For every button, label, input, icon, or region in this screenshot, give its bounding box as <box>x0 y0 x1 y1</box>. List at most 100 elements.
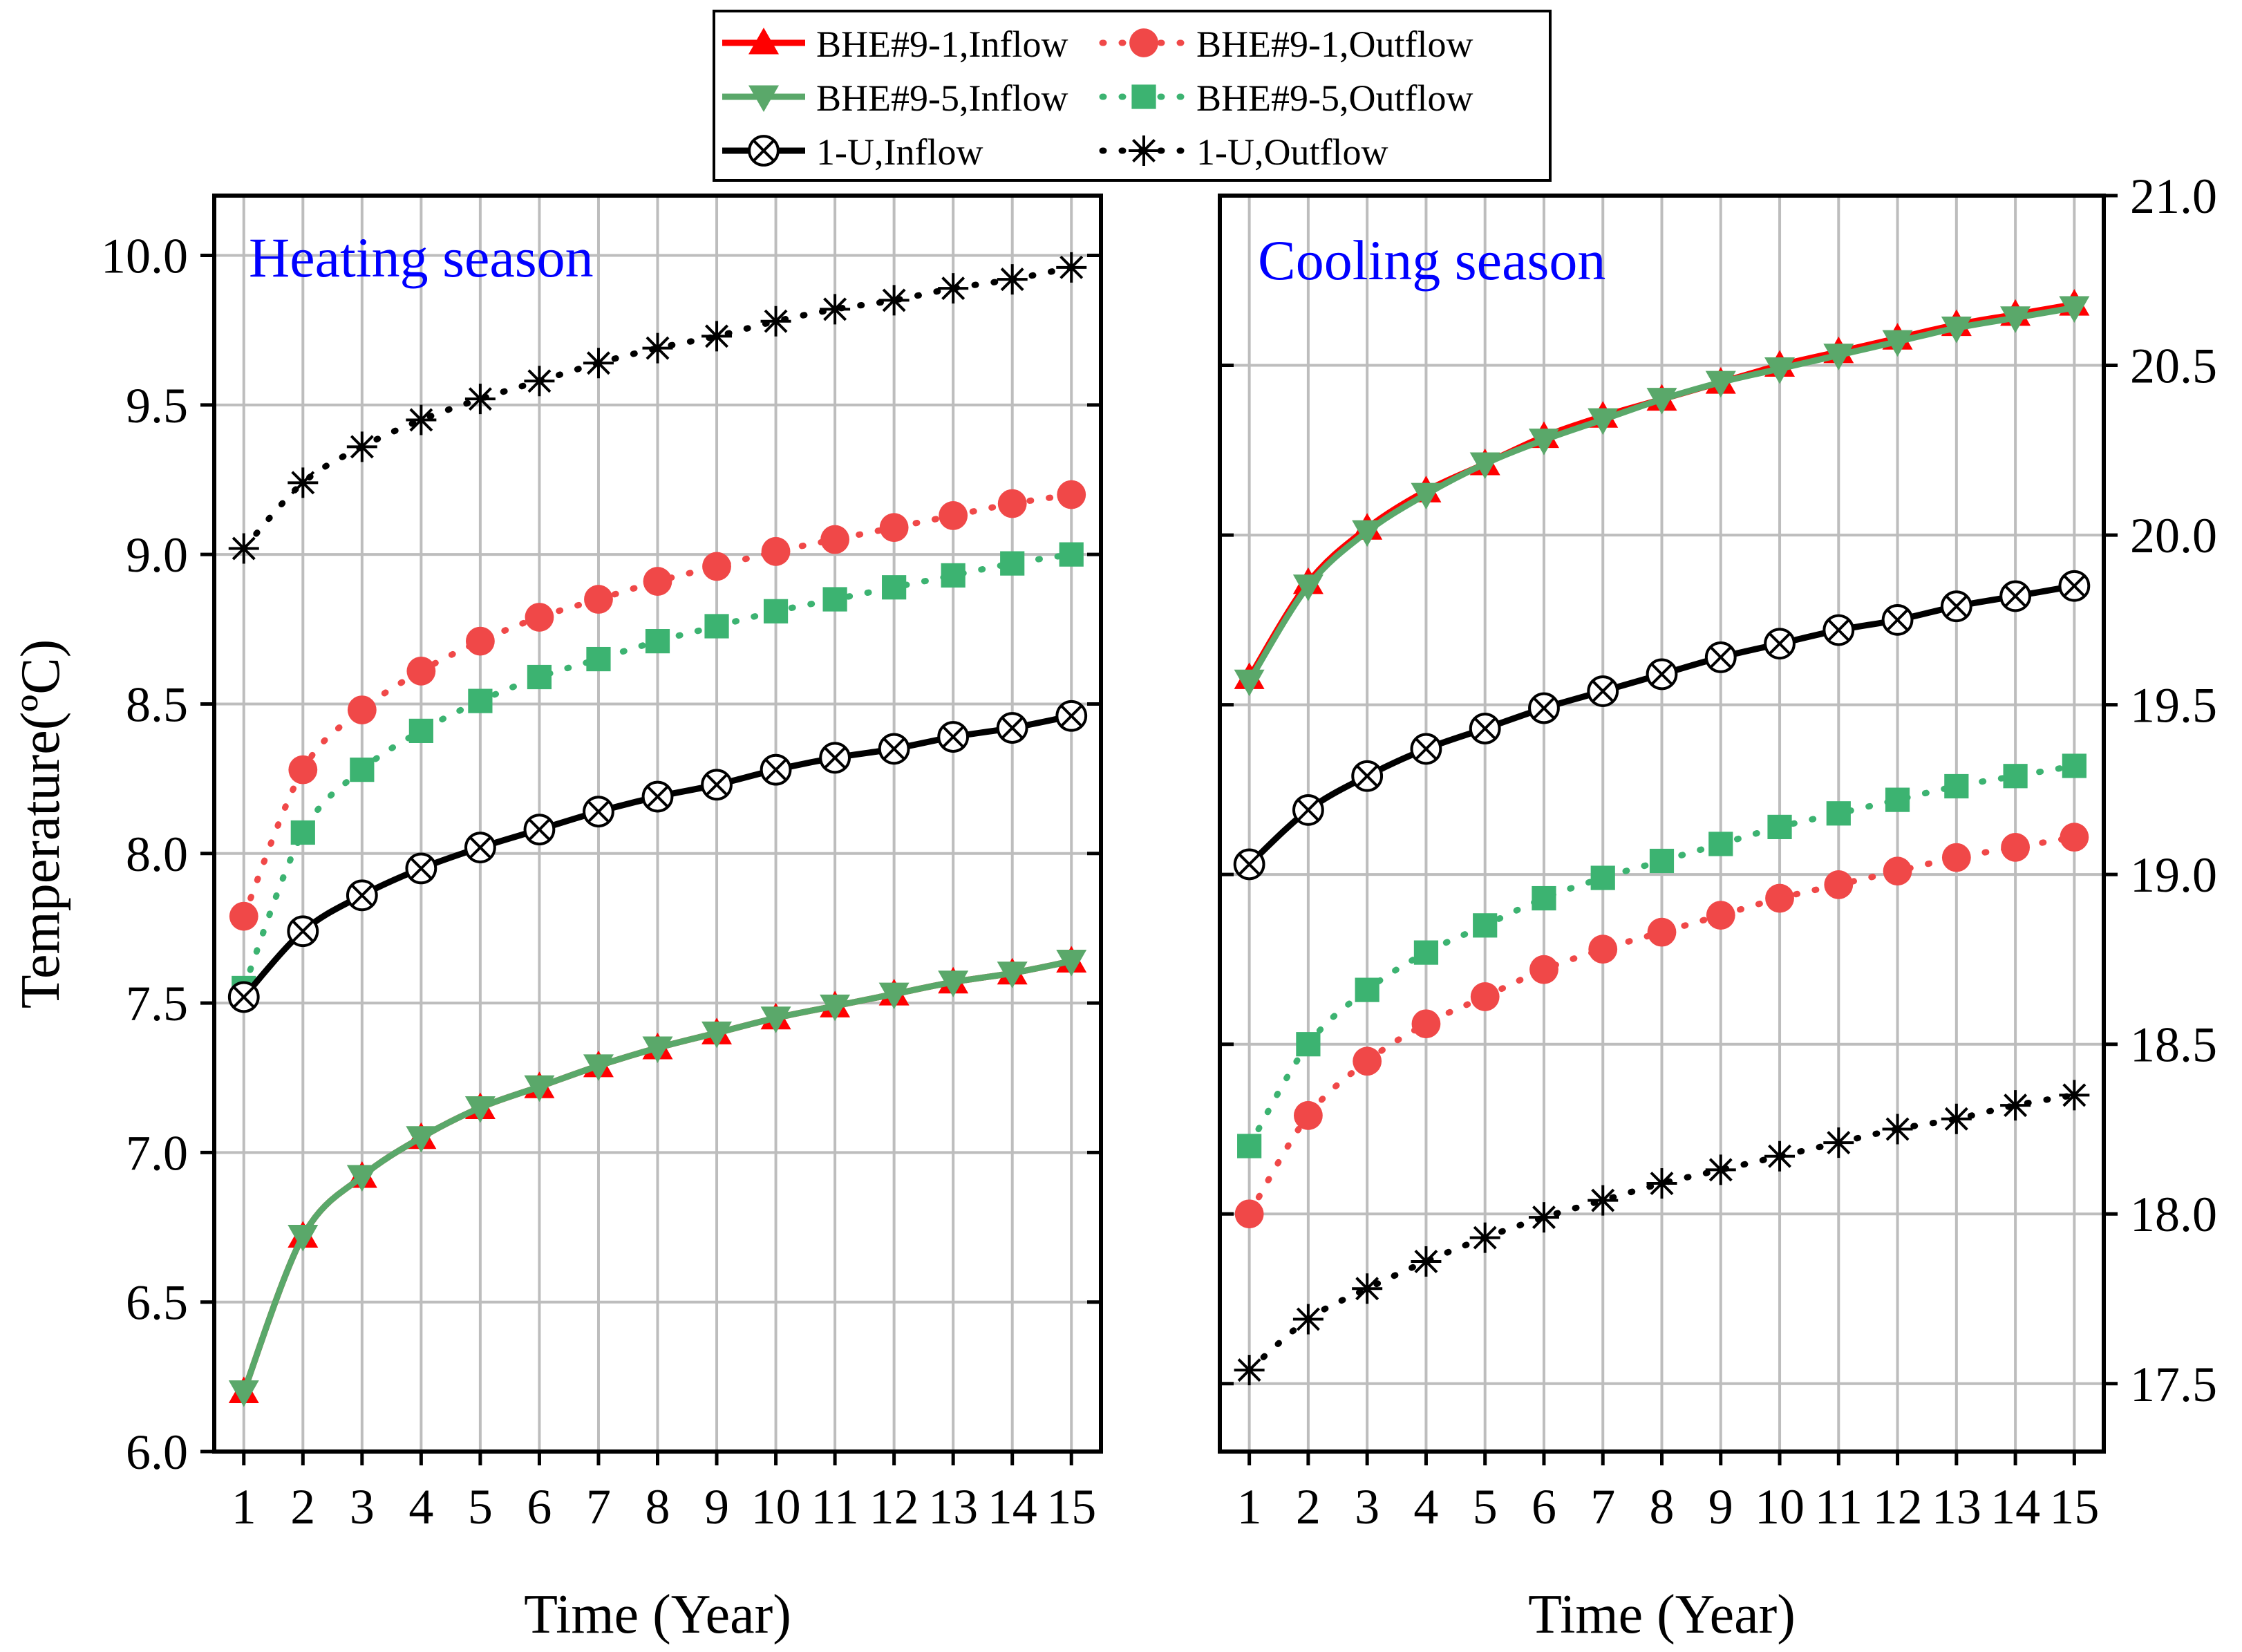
data-point <box>1705 1154 1736 1185</box>
y-axis-title: Temperature(ºC) <box>10 639 71 1009</box>
data-point <box>288 755 318 785</box>
data-point <box>645 629 670 654</box>
x-tick-label: 13 <box>928 1479 978 1534</box>
x-tick-label: 3 <box>1355 1479 1379 1534</box>
series-1-u-inflow <box>227 700 1088 1013</box>
data-point <box>820 294 851 325</box>
data-point <box>1941 1103 1972 1134</box>
data-point <box>1473 913 1498 938</box>
data-point <box>878 733 910 765</box>
series-bhe-9-5-outflow <box>1237 753 2086 1158</box>
legend-label: BHE#9-1,Inflow <box>816 24 1068 65</box>
data-point <box>524 366 555 397</box>
heating-x-axis-title: Time (Year) <box>524 1584 791 1645</box>
data-point <box>996 712 1028 744</box>
data-point <box>1940 590 1972 623</box>
data-point <box>1649 848 1675 874</box>
legend-label: BHE#9-5,Inflow <box>816 77 1068 119</box>
data-point <box>1704 641 1737 673</box>
data-point <box>1292 1304 1323 1335</box>
series-line <box>241 551 1075 991</box>
y-tick-label: 18.5 <box>2130 1017 2217 1073</box>
data-point <box>1469 1222 1500 1253</box>
y-tick-label: 7.0 <box>126 1125 188 1181</box>
cooling-x-axis-title: Time (Year) <box>1528 1584 1796 1645</box>
data-point <box>1765 883 1794 913</box>
data-point <box>1352 1273 1383 1304</box>
x-tick-label: 7 <box>1590 1479 1615 1534</box>
data-point <box>468 688 493 713</box>
series-line <box>241 958 1075 1395</box>
y-tick-label: 20.0 <box>2130 508 2217 563</box>
data-point <box>1764 628 1796 660</box>
legend-item: 1-U,Inflow <box>722 131 983 173</box>
data-point <box>2000 1090 2031 1121</box>
data-point <box>702 552 731 581</box>
data-point <box>406 1126 437 1153</box>
x-tick-label: 11 <box>811 1479 858 1534</box>
cooling-season-panel: 1 2 3 4 5 6 7 8 9 10 11 12 13 14 1517.518.018.519.019.… <box>1218 169 2217 1645</box>
data-point <box>2003 764 2028 789</box>
data-point <box>229 901 258 931</box>
data-point <box>1469 713 1501 744</box>
data-point <box>1410 733 1442 765</box>
data-point <box>938 273 969 304</box>
data-point <box>997 264 1028 295</box>
x-tick-label: 1 <box>232 1479 256 1534</box>
data-point <box>288 467 319 498</box>
data-point <box>879 513 909 543</box>
y-tick-label: 21.0 <box>2130 169 2217 224</box>
series-1-u-inflow <box>1233 570 2091 881</box>
x-tick-label: 6 <box>1532 1479 1556 1534</box>
data-point <box>937 721 970 753</box>
legend-marker <box>748 85 779 112</box>
x-tick-label: 3 <box>350 1479 375 1534</box>
data-point <box>2000 306 2031 333</box>
x-tick-label: 9 <box>1708 1479 1733 1534</box>
series-bhe-9-5-outflow <box>232 542 1084 1001</box>
data-point <box>1529 955 1558 984</box>
data-point <box>1234 1199 1264 1229</box>
y-tick-label: 7.5 <box>126 976 188 1031</box>
x-tick-label: 11 <box>1815 1479 1863 1534</box>
data-point <box>1646 658 1678 691</box>
x-tick-label: 9 <box>704 1479 729 1534</box>
x-tick-label: 6 <box>527 1479 552 1534</box>
data-point <box>1588 408 1619 435</box>
data-point <box>938 970 969 997</box>
data-point <box>1823 1127 1854 1158</box>
data-point <box>406 656 436 686</box>
data-point <box>464 384 496 415</box>
data-point <box>1882 330 1913 357</box>
data-point <box>1292 794 1324 826</box>
data-point <box>1826 801 1851 826</box>
data-point <box>1647 917 1677 947</box>
y-tick-label: 20.5 <box>2130 339 2217 394</box>
data-point <box>760 753 792 786</box>
data-point <box>1234 1355 1265 1386</box>
data-point <box>584 585 613 614</box>
data-point <box>1528 429 1559 456</box>
x-tick-label: 14 <box>1990 1479 2040 1534</box>
data-point <box>583 796 614 828</box>
data-point <box>1588 1185 1619 1216</box>
data-point <box>1055 700 1088 732</box>
data-point <box>878 982 910 1010</box>
legend-label: 1-U,Inflow <box>816 131 983 173</box>
data-point <box>1292 574 1323 601</box>
x-tick-label: 7 <box>586 1479 611 1534</box>
data-point <box>1823 344 1854 370</box>
data-point <box>2062 753 2086 778</box>
data-point <box>1822 614 1855 646</box>
legend-item: BHE#9-1,Outflow <box>1099 24 1473 65</box>
data-point <box>760 1006 791 1033</box>
data-point <box>524 1075 555 1102</box>
data-point <box>2059 1080 2090 1111</box>
x-tick-label: 4 <box>1413 1479 1438 1534</box>
data-point <box>1528 692 1560 724</box>
data-point <box>405 852 437 885</box>
series-bhe-9-1-outflow <box>229 480 1086 931</box>
x-tick-label: 5 <box>1473 1479 1498 1534</box>
series-bhe-9-1-outflow <box>1234 823 2089 1229</box>
x-tick-label: 12 <box>869 1479 919 1534</box>
